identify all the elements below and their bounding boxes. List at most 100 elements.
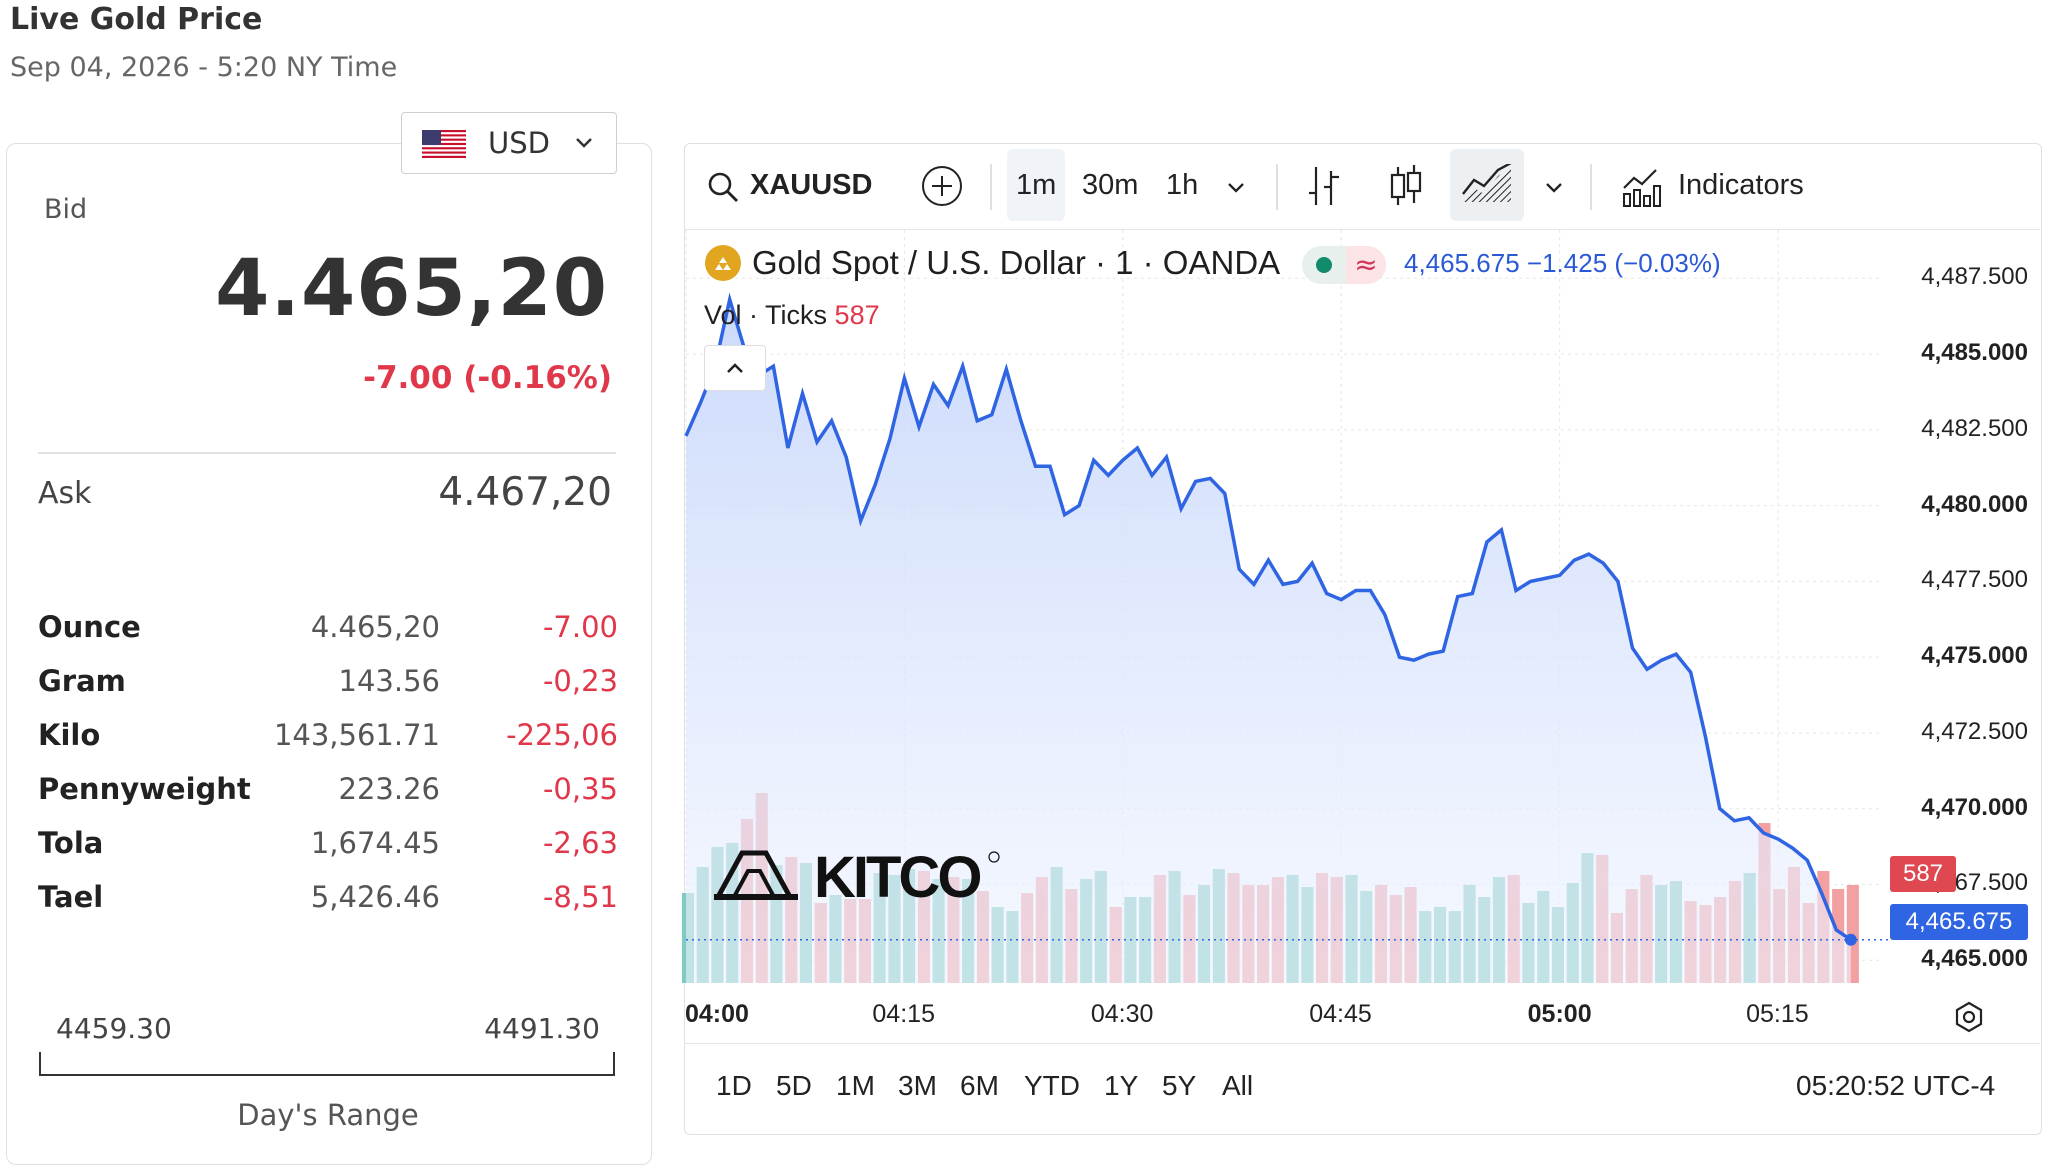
chart-clock[interactable]: 05:20:52 UTC-4	[1796, 1070, 1996, 1101]
y-tick-label: 4,487.500	[1921, 263, 2028, 291]
unit-name: Ounce	[38, 610, 141, 644]
divider	[38, 452, 616, 454]
unit-name: Tola	[38, 826, 104, 860]
interval-30m[interactable]: 30m	[1082, 169, 1139, 201]
unit-change: -2,63	[542, 826, 618, 860]
unit-change: -8,51	[542, 880, 618, 914]
unit-row-kilo: Kilo 143,561.71 -225,06	[38, 718, 618, 758]
range-1m[interactable]: 1M	[836, 1070, 875, 1101]
unit-change: -0,23	[542, 664, 618, 698]
collapse-legend-button[interactable]	[704, 345, 766, 391]
volume-label: Vol · Ticks	[704, 300, 828, 330]
unit-price: 5,426.46	[310, 880, 440, 914]
x-tick-label: 04:30	[1090, 1000, 1154, 1028]
volume-value: 587	[834, 300, 880, 330]
indicators-icon[interactable]	[1620, 164, 1662, 208]
x-tick-label: 05:00	[1527, 1000, 1592, 1028]
unit-row-ounce: Ounce 4.465,20 -7.00	[38, 610, 618, 650]
range-1d[interactable]: 1D	[716, 1070, 752, 1101]
market-open-dot-icon	[1316, 257, 1332, 273]
search-icon[interactable]	[706, 170, 740, 204]
symbol-search[interactable]: XAUUSD	[750, 169, 873, 201]
unit-change: -7.00	[542, 610, 618, 644]
toolbar-separator	[990, 164, 992, 210]
page-subtitle: Sep 04, 2026 - 5:20 NY Time	[10, 52, 398, 83]
bid-label: Bid	[44, 194, 88, 225]
y-tick-label: 4,485.000	[1921, 339, 2028, 367]
ask-price: 4.467,20	[438, 470, 612, 515]
y-tick-label: 4,480.000	[1921, 490, 2028, 518]
currency-label: USD	[488, 126, 550, 160]
candles-chart-type-icon[interactable]	[1388, 163, 1424, 209]
unit-price: 143,561.71	[273, 718, 440, 752]
unit-price: 4.465,20	[310, 610, 440, 644]
chart-toolbar	[684, 143, 2040, 230]
unit-price: 143.56	[338, 664, 440, 698]
unit-row-gram: Gram 143.56 -0,23	[38, 664, 618, 704]
y-tick-label: 4,465.000	[1921, 945, 2028, 973]
market-status-pill[interactable]: ≈	[1302, 246, 1386, 284]
unit-row-pennyweight: Pennyweight 223.26 -0,35	[38, 772, 618, 812]
x-tick-label: 05:15	[1746, 1000, 1809, 1028]
legend-title: Gold Spot / U.S. Dollar · 1 · OANDA	[752, 244, 1281, 281]
unit-price: 223.26	[338, 772, 440, 806]
page-title: Live Gold Price	[10, 2, 263, 37]
legend-last: 4,465.675	[1404, 248, 1520, 278]
range-6m[interactable]: 6M	[960, 1070, 999, 1101]
chevron-down-icon	[576, 138, 592, 148]
unit-name: Tael	[38, 880, 104, 914]
chevron-up-icon	[727, 363, 743, 373]
toolbar-separator	[1590, 164, 1592, 210]
range-all[interactable]: All	[1222, 1070, 1254, 1101]
unit-change: -225,06	[506, 718, 618, 752]
area-chart-type-active[interactable]	[1450, 149, 1524, 221]
y-tick-label: 4,477.500	[1921, 566, 2028, 594]
range-5d[interactable]: 5D	[776, 1070, 812, 1101]
chart-settings-icon[interactable]	[1952, 1000, 1986, 1034]
delayed-data-icon: ≈	[1346, 246, 1386, 284]
day-range-low: 4459.30	[56, 1012, 172, 1045]
unit-row-tola: Tola 1,674.45 -2,63	[38, 826, 618, 866]
x-tick-label: 04:45	[1309, 1000, 1372, 1028]
legend-volume: Vol · Ticks 587	[704, 300, 880, 331]
interval-1m[interactable]: 1m	[1016, 169, 1057, 201]
unit-name: Kilo	[38, 718, 101, 752]
last-price-tag: 4,465.675	[1890, 904, 2028, 940]
range-ytd[interactable]: YTD	[1024, 1070, 1080, 1101]
unit-price: 1,674.45	[310, 826, 440, 860]
range-1y[interactable]: 1Y	[1104, 1070, 1139, 1101]
currency-dropdown[interactable]: USD	[401, 112, 617, 174]
day-range-high: 4491.30	[484, 1012, 600, 1045]
volume-tag: 587	[1890, 856, 1956, 892]
unit-change: -0,35	[542, 772, 618, 806]
x-tick-label: 04:00	[685, 1000, 749, 1028]
interval-1m-highlight	[1007, 149, 1065, 221]
day-range-bar	[39, 1052, 615, 1076]
y-tick-label: 4,472.500	[1921, 717, 2028, 745]
chart-type-chevron-down-icon[interactable]	[1542, 175, 1566, 199]
price-line	[684, 292, 1852, 942]
y-tick-label: 4,482.500	[1921, 414, 2028, 442]
ask-label: Ask	[38, 476, 92, 511]
interval-chevron-down-icon[interactable]	[1224, 175, 1248, 199]
bottom-bar-divider	[684, 1043, 2040, 1044]
day-range-label: Day's Range	[237, 1098, 419, 1132]
gold-symbol-icon	[705, 245, 741, 281]
indicators-button[interactable]: Indicators	[1678, 169, 1804, 201]
y-tick-label: 4,470.000	[1921, 793, 2028, 821]
bar-chart-type-icon[interactable]	[1306, 163, 1342, 209]
last-price-dot	[1844, 933, 1857, 946]
area-chart-icon	[1462, 164, 1512, 202]
legend-price-readout: 4,465.675 −1.425 (−0.03%)	[1404, 248, 1721, 279]
bid-price: 4.465,20	[215, 244, 608, 334]
price-area	[686, 299, 1851, 983]
unit-name: Gram	[38, 664, 126, 698]
compare-add-icon[interactable]	[920, 164, 964, 208]
range-5y[interactable]: 5Y	[1162, 1070, 1197, 1101]
bid-change: -7.00 (-0.16%)	[363, 360, 612, 396]
range-3m[interactable]: 3M	[898, 1070, 937, 1101]
kitco-logo: KITCO	[714, 845, 1000, 905]
interval-1h[interactable]: 1h	[1166, 169, 1199, 201]
y-tick-label: 4,475.000	[1921, 642, 2028, 670]
